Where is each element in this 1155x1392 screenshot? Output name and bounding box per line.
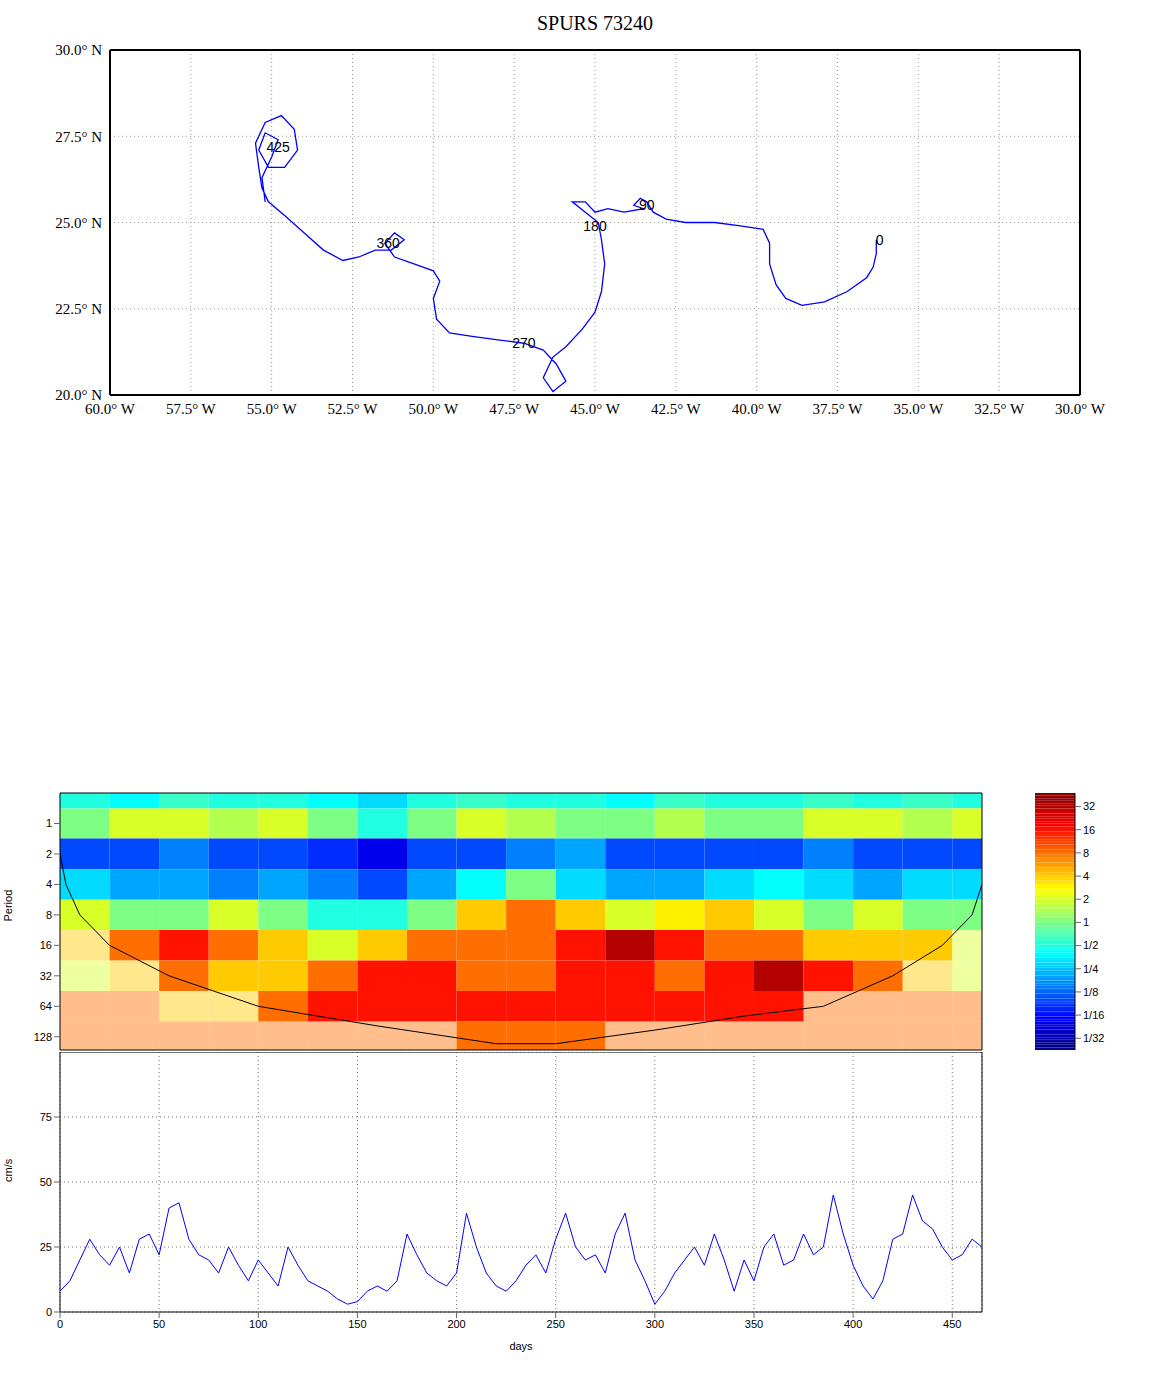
svg-text:days: days xyxy=(509,1340,533,1352)
svg-text:450: 450 xyxy=(943,1318,961,1330)
svg-text:Period: Period xyxy=(2,890,14,922)
svg-text:37.5° W: 37.5° W xyxy=(813,401,864,417)
svg-text:50: 50 xyxy=(153,1318,165,1330)
svg-text:2: 2 xyxy=(1083,893,1089,905)
svg-text:60.0° W: 60.0° W xyxy=(85,400,135,417)
svg-text:0: 0 xyxy=(876,232,884,248)
svg-text:32.5° W: 32.5° W xyxy=(974,401,1025,417)
svg-text:40.0° W: 40.0° W xyxy=(732,401,783,417)
svg-text:2: 2 xyxy=(46,848,52,860)
svg-text:32: 32 xyxy=(1083,800,1095,812)
svg-text:1: 1 xyxy=(1083,916,1089,928)
svg-text:1/4: 1/4 xyxy=(1083,963,1098,975)
svg-text:45.0° W: 45.0° W xyxy=(570,401,621,417)
svg-text:8: 8 xyxy=(46,909,52,921)
svg-text:200: 200 xyxy=(447,1318,465,1330)
svg-text:25.0° N: 25.0° N xyxy=(55,215,102,231)
svg-text:150: 150 xyxy=(348,1318,366,1330)
svg-text:30.0° W: 30.0° W xyxy=(1055,401,1106,417)
svg-text:400: 400 xyxy=(844,1318,862,1330)
svg-text:32: 32 xyxy=(40,970,52,982)
svg-text:360: 360 xyxy=(376,235,400,251)
svg-text:1/2: 1/2 xyxy=(1083,939,1098,951)
svg-text:8: 8 xyxy=(1083,847,1089,859)
svg-text:350: 350 xyxy=(745,1318,763,1330)
svg-text:57.5° W: 57.5° W xyxy=(166,401,217,417)
svg-text:1/8: 1/8 xyxy=(1083,986,1098,998)
svg-text:1: 1 xyxy=(46,817,52,829)
svg-text:1/32: 1/32 xyxy=(1083,1032,1104,1044)
svg-text:25: 25 xyxy=(40,1241,52,1253)
svg-text:90: 90 xyxy=(639,197,655,213)
svg-text:64: 64 xyxy=(40,1000,52,1012)
svg-text:30.0° N: 30.0° N xyxy=(55,42,102,58)
svg-text:425: 425 xyxy=(266,139,290,155)
svg-text:35.0° W: 35.0° W xyxy=(893,401,944,417)
svg-text:42.5° W: 42.5° W xyxy=(651,401,702,417)
svg-text:100: 100 xyxy=(249,1318,267,1330)
svg-text:1/16: 1/16 xyxy=(1083,1009,1104,1021)
svg-text:52.5° W: 52.5° W xyxy=(328,401,379,417)
svg-text:0: 0 xyxy=(57,1318,63,1330)
svg-text:4: 4 xyxy=(1083,870,1089,882)
svg-text:180: 180 xyxy=(583,218,607,234)
svg-text:4: 4 xyxy=(46,878,52,890)
svg-text:270: 270 xyxy=(512,335,536,351)
svg-text:0: 0 xyxy=(46,1306,52,1318)
svg-text:cm/s: cm/s xyxy=(2,1158,14,1182)
svg-text:250: 250 xyxy=(547,1318,565,1330)
svg-text:16: 16 xyxy=(1083,824,1095,836)
svg-text:20.0° N: 20.0° N xyxy=(55,387,102,403)
svg-text:50.0° W: 50.0° W xyxy=(408,401,459,417)
svg-text:22.5° N: 22.5° N xyxy=(55,301,102,317)
svg-text:128: 128 xyxy=(34,1031,52,1043)
svg-text:75: 75 xyxy=(40,1111,52,1123)
html-text:SPURS 73240: SPURS 73240 xyxy=(536,12,654,34)
svg-text:27.5° N: 27.5° N xyxy=(55,129,102,145)
svg-text:300: 300 xyxy=(646,1318,664,1330)
svg-text:55.0° W: 55.0° W xyxy=(247,401,298,417)
svg-text:16: 16 xyxy=(40,939,52,951)
svg-text:47.5° W: 47.5° W xyxy=(489,401,540,417)
svg-text:50: 50 xyxy=(40,1176,52,1188)
